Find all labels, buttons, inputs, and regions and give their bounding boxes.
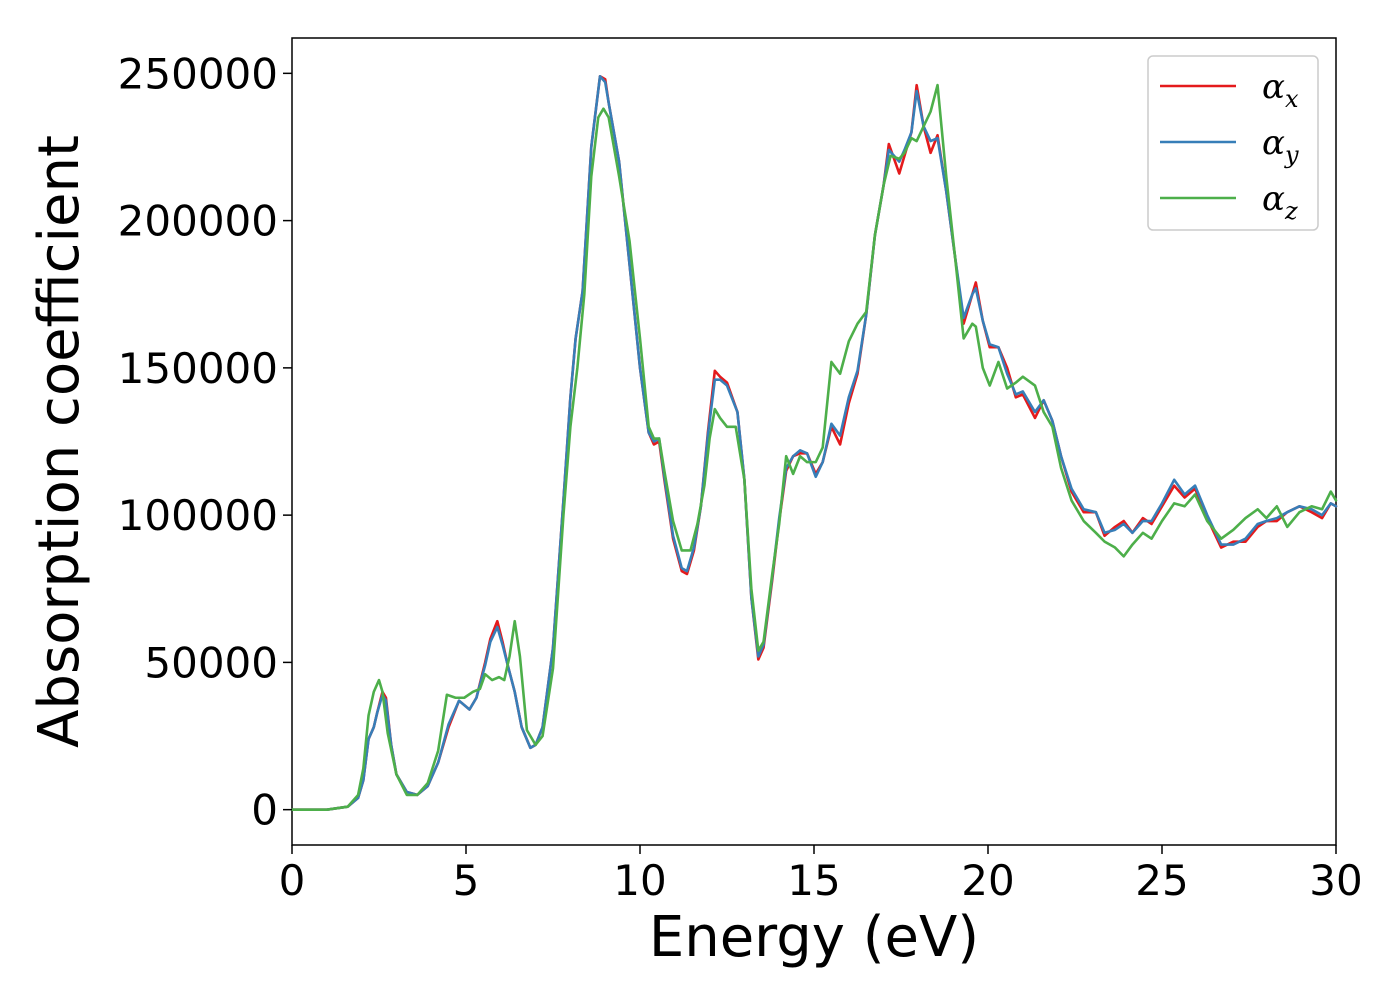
legend-label-alpha-y: αy (1262, 123, 1299, 169)
legend-label-alpha-x: αx (1262, 67, 1299, 113)
x-tick-label: 25 (1135, 856, 1188, 905)
legend: αx αy αz (1147, 55, 1319, 231)
x-axis-label: Energy (eV) (649, 905, 979, 970)
y-axis-ticks: 0 50000 100000 150000 200000 250000 (118, 49, 292, 835)
series-line-alpha-z (290, 83, 1338, 811)
x-tick-label: 15 (787, 856, 840, 905)
x-tick-label: 5 (453, 856, 480, 905)
x-tick-label: 20 (961, 856, 1014, 905)
x-tick-label: 30 (1309, 856, 1362, 905)
y-axis-label: Absorption coefficient (27, 135, 92, 748)
x-tick-label: 0 (279, 856, 306, 905)
y-tick-label: 200000 (118, 197, 278, 246)
y-tick-label: 150000 (118, 344, 278, 393)
y-tick-label: 50000 (144, 638, 278, 687)
y-tick-label: 100000 (118, 491, 278, 540)
y-tick-label: 0 (251, 786, 278, 835)
y-tick-label: 250000 (118, 49, 278, 98)
legend-label-alpha-z: αz (1262, 179, 1298, 225)
x-tick-label: 10 (613, 856, 666, 905)
x-axis-ticks: 0 5 10 15 20 25 30 (279, 845, 1363, 905)
